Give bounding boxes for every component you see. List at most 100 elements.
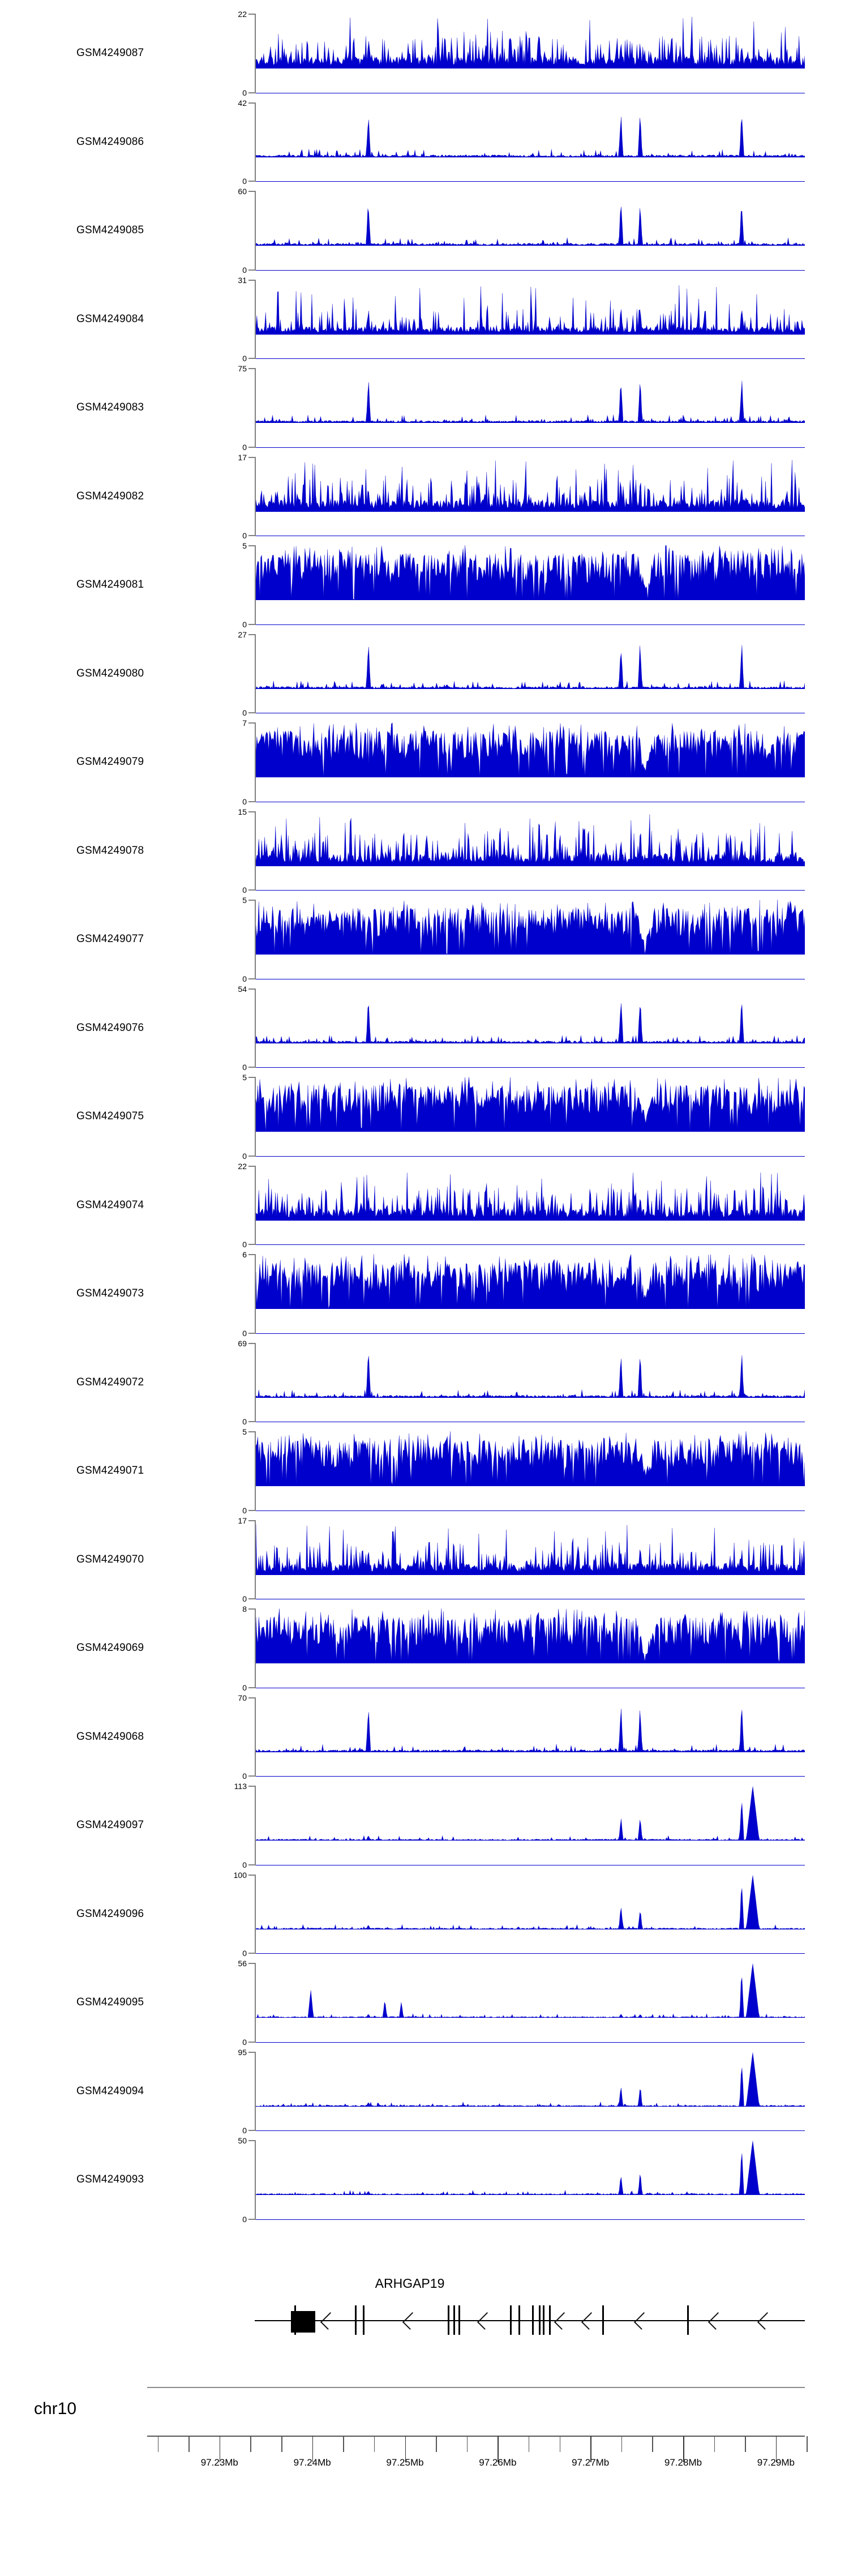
coverage-track[interactable]: GSM4249075 5 0 (0, 1073, 849, 1160)
coverage-track[interactable]: GSM4249093 50 0 (0, 2137, 849, 2223)
coverage-track[interactable]: GSM4249077 5 0 (0, 896, 849, 983)
y-axis-max-value: 22 (238, 10, 247, 19)
coverage-plot-area[interactable]: 22 0 (238, 1162, 805, 1248)
coverage-baseline (256, 447, 805, 448)
coverage-plot-area[interactable]: 113 0 (234, 1782, 805, 1869)
coverage-track[interactable]: GSM4249079 7 0 (0, 719, 849, 806)
coverage-plot-area[interactable]: 15 0 (238, 808, 805, 894)
coverage-track[interactable]: GSM4249096 100 0 (0, 1871, 849, 1957)
coverage-area-path (256, 1608, 805, 1663)
y-axis-tick (248, 456, 255, 458)
coverage-plot-area[interactable]: 22 0 (238, 10, 805, 97)
coverage-track[interactable]: GSM4249074 22 0 (0, 1162, 849, 1248)
coverage-track[interactable]: GSM4249097 113 0 (0, 1782, 849, 1869)
y-axis-line (255, 368, 256, 448)
gene-exon[interactable] (294, 2305, 296, 2335)
coverage-track[interactable]: GSM4249078 15 0 (0, 808, 849, 894)
coverage-track[interactable]: GSM4249069 8 0 (0, 1605, 849, 1692)
gene-exon[interactable] (510, 2305, 512, 2335)
gene-model[interactable] (255, 2295, 805, 2337)
y-axis-tick (248, 14, 255, 15)
coverage-plot-area[interactable]: 54 0 (238, 985, 805, 1071)
gene-exon[interactable] (538, 2305, 541, 2335)
coverage-track[interactable]: GSM4249080 27 0 (0, 631, 849, 717)
ruler-minor-tick (188, 2436, 190, 2452)
coverage-plot-area[interactable]: 60 0 (238, 187, 805, 274)
y-axis-zero-value: 0 (242, 1417, 247, 1426)
coverage-baseline (256, 1156, 805, 1157)
gene-exon[interactable] (448, 2305, 450, 2335)
coverage-plot-area[interactable]: 100 0 (234, 1871, 805, 1957)
y-axis-tick (248, 1067, 255, 1068)
coverage-baseline (256, 2042, 805, 2043)
y-axis-tick (248, 269, 255, 271)
coverage-track[interactable]: GSM4249068 70 0 (0, 1694, 849, 1780)
coverage-track[interactable]: GSM4249071 5 0 (0, 1428, 849, 1514)
y-axis-zero-value: 0 (242, 1683, 247, 1692)
gene-exon[interactable] (362, 2305, 365, 2335)
coverage-plot-area[interactable]: 17 0 (238, 453, 805, 540)
coverage-plot-area[interactable]: 95 0 (238, 2048, 805, 2134)
gene-exon[interactable] (458, 2305, 460, 2335)
ruler-tick-label: 97.26Mb (479, 2457, 517, 2468)
gene-exon[interactable] (687, 2305, 689, 2335)
ruler-minor-tick (466, 2436, 468, 2452)
coverage-track[interactable]: GSM4249072 69 0 (0, 1340, 849, 1426)
coverage-plot-area[interactable]: 17 0 (238, 1517, 805, 1603)
coordinate-ruler[interactable]: 97.23Mb 97.24Mb 97.25Mb 97.26Mb 97.27Mb 97.28… (147, 2372, 808, 2502)
y-axis-line (255, 722, 256, 802)
coverage-track[interactable]: GSM4249073 6 0 (0, 1251, 849, 1337)
coverage-track[interactable]: GSM4249084 31 0 (0, 276, 849, 362)
track-sample-label: GSM4249079 (76, 756, 144, 768)
coverage-plot-area[interactable]: 56 0 (238, 1959, 805, 2046)
coverage-area-path (256, 722, 805, 777)
coverage-plot-area[interactable]: 75 0 (238, 365, 805, 451)
coverage-track[interactable]: GSM4249087 22 0 (0, 10, 849, 97)
coverage-plot-area[interactable]: 70 0 (238, 1694, 805, 1780)
coverage-plot-area[interactable]: 27 0 (238, 631, 805, 717)
y-axis-tick (248, 634, 255, 635)
y-axis-max-value: 54 (238, 984, 247, 994)
coverage-track[interactable]: GSM4249094 95 0 (0, 2048, 849, 2134)
ruler-minor-tick (374, 2436, 375, 2452)
gene-exon[interactable] (602, 2305, 604, 2335)
y-axis-line (255, 900, 256, 979)
coverage-track[interactable]: GSM4249076 54 0 (0, 985, 849, 1071)
coverage-plot-area[interactable]: 42 0 (238, 99, 805, 185)
coverage-area-path (256, 545, 805, 600)
chromosome-label: chr10 (34, 2399, 77, 2418)
coverage-plot-area[interactable]: 50 0 (238, 2137, 805, 2223)
gene-exon[interactable] (518, 2305, 520, 2335)
coverage-track[interactable]: GSM4249086 42 0 (0, 99, 849, 185)
coverage-track[interactable]: GSM4249095 56 0 (0, 1959, 849, 2046)
coverage-track[interactable]: GSM4249082 17 0 (0, 453, 849, 540)
gene-annotation-track[interactable]: ARHGAP19 (0, 2276, 849, 2344)
coverage-track[interactable]: GSM4249083 75 0 (0, 365, 849, 451)
y-axis-tick (248, 1244, 255, 1245)
coverage-track[interactable]: GSM4249081 5 0 (0, 542, 849, 628)
coverage-area-path (256, 1355, 805, 1398)
gene-exon[interactable] (354, 2305, 357, 2335)
gene-exon[interactable] (453, 2305, 455, 2335)
y-axis-tick (248, 1608, 255, 1610)
coverage-track[interactable]: GSM4249070 17 0 (0, 1517, 849, 1603)
y-axis-line (255, 1520, 256, 1599)
coverage-area-path (256, 645, 805, 689)
gene-exon[interactable] (543, 2305, 545, 2335)
y-axis-tick (248, 1775, 255, 1777)
y-axis-max-value: 15 (238, 807, 247, 816)
gene-exon[interactable] (531, 2305, 534, 2335)
coverage-baseline (256, 269, 805, 271)
coverage-plot-area[interactable]: 31 0 (238, 276, 805, 362)
coverage-plot-area[interactable]: 69 0 (238, 1340, 805, 1426)
coverage-track[interactable]: GSM4249085 60 0 (0, 187, 849, 274)
y-axis-max-value: 7 (242, 718, 247, 728)
gene-exon[interactable] (549, 2305, 551, 2335)
